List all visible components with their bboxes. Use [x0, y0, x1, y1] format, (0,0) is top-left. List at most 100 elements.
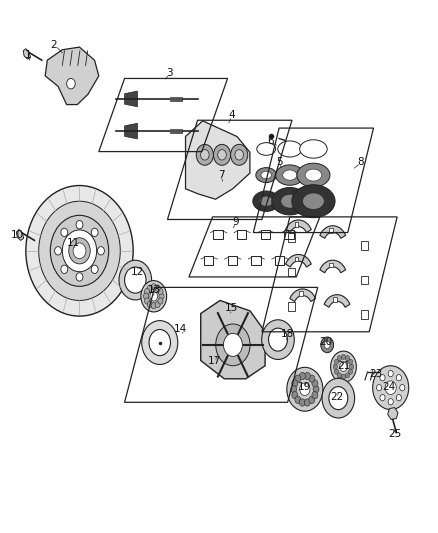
Circle shape	[380, 375, 385, 381]
Circle shape	[341, 374, 346, 379]
Circle shape	[304, 373, 311, 379]
Ellipse shape	[256, 167, 277, 183]
Ellipse shape	[292, 185, 335, 217]
Circle shape	[147, 285, 152, 291]
Circle shape	[295, 396, 301, 403]
Circle shape	[91, 265, 98, 273]
Bar	[228, 256, 237, 265]
Circle shape	[151, 284, 156, 290]
Circle shape	[299, 399, 305, 406]
Text: 20: 20	[320, 337, 333, 347]
Ellipse shape	[281, 195, 299, 208]
Bar	[288, 302, 295, 311]
Text: 8: 8	[357, 157, 364, 167]
Circle shape	[334, 359, 339, 365]
Text: 6: 6	[267, 136, 274, 146]
Circle shape	[55, 247, 61, 255]
Polygon shape	[286, 220, 311, 232]
Polygon shape	[286, 254, 311, 267]
Ellipse shape	[283, 170, 297, 180]
Circle shape	[150, 292, 158, 301]
Ellipse shape	[260, 196, 273, 206]
Text: 5: 5	[276, 157, 283, 167]
Text: 23: 23	[369, 369, 382, 378]
Circle shape	[216, 324, 250, 366]
Circle shape	[339, 362, 347, 372]
Circle shape	[350, 364, 354, 369]
Text: 17: 17	[208, 356, 221, 366]
Text: 11: 11	[67, 238, 80, 248]
Circle shape	[388, 370, 393, 377]
Text: 15: 15	[225, 303, 239, 313]
Ellipse shape	[257, 143, 276, 155]
Circle shape	[142, 321, 178, 365]
Polygon shape	[320, 226, 346, 238]
Text: 24: 24	[382, 382, 395, 392]
Circle shape	[76, 273, 83, 281]
Circle shape	[400, 384, 405, 391]
Circle shape	[151, 303, 156, 309]
Circle shape	[292, 391, 298, 399]
Bar	[288, 268, 295, 276]
Bar	[299, 291, 303, 296]
Circle shape	[388, 399, 393, 405]
Text: 12: 12	[131, 266, 144, 277]
Circle shape	[348, 359, 353, 365]
Circle shape	[62, 230, 97, 272]
Text: 10: 10	[11, 230, 24, 240]
Ellipse shape	[300, 140, 327, 158]
Text: 1: 1	[25, 50, 31, 60]
Circle shape	[98, 247, 104, 255]
Circle shape	[292, 379, 298, 387]
Bar	[237, 230, 247, 239]
Polygon shape	[388, 408, 398, 419]
Bar	[284, 230, 294, 239]
Circle shape	[26, 185, 133, 316]
Polygon shape	[45, 47, 99, 104]
Circle shape	[268, 328, 287, 351]
Circle shape	[61, 265, 68, 273]
Text: 14: 14	[174, 324, 187, 334]
Circle shape	[300, 383, 310, 395]
Circle shape	[223, 333, 242, 357]
Bar	[360, 276, 368, 284]
Circle shape	[235, 150, 244, 160]
Circle shape	[124, 267, 146, 293]
Circle shape	[312, 391, 318, 399]
Ellipse shape	[278, 141, 302, 157]
Polygon shape	[290, 289, 316, 302]
Bar	[251, 256, 261, 265]
Text: 4: 4	[229, 110, 235, 120]
Circle shape	[346, 356, 350, 361]
Circle shape	[380, 394, 385, 401]
Circle shape	[61, 228, 68, 237]
Circle shape	[331, 351, 357, 383]
Bar	[360, 241, 368, 250]
Bar	[329, 228, 333, 233]
Polygon shape	[201, 301, 265, 379]
Circle shape	[155, 285, 160, 291]
Bar	[294, 257, 298, 262]
Text: 19: 19	[298, 382, 311, 392]
Bar	[275, 256, 284, 265]
Bar	[360, 310, 368, 319]
Polygon shape	[124, 123, 138, 139]
Circle shape	[155, 301, 160, 308]
Bar	[294, 222, 298, 227]
Circle shape	[213, 144, 230, 165]
Circle shape	[312, 379, 318, 387]
Polygon shape	[16, 229, 24, 240]
Ellipse shape	[253, 191, 279, 212]
Circle shape	[230, 144, 248, 165]
Bar	[213, 230, 223, 239]
Circle shape	[149, 329, 170, 356]
Circle shape	[321, 337, 334, 353]
Text: 25: 25	[389, 429, 402, 439]
Text: 2: 2	[50, 39, 57, 50]
Ellipse shape	[261, 171, 272, 179]
Circle shape	[50, 215, 109, 286]
Polygon shape	[124, 91, 138, 107]
Polygon shape	[186, 121, 250, 199]
Circle shape	[145, 288, 150, 295]
Ellipse shape	[272, 188, 308, 215]
